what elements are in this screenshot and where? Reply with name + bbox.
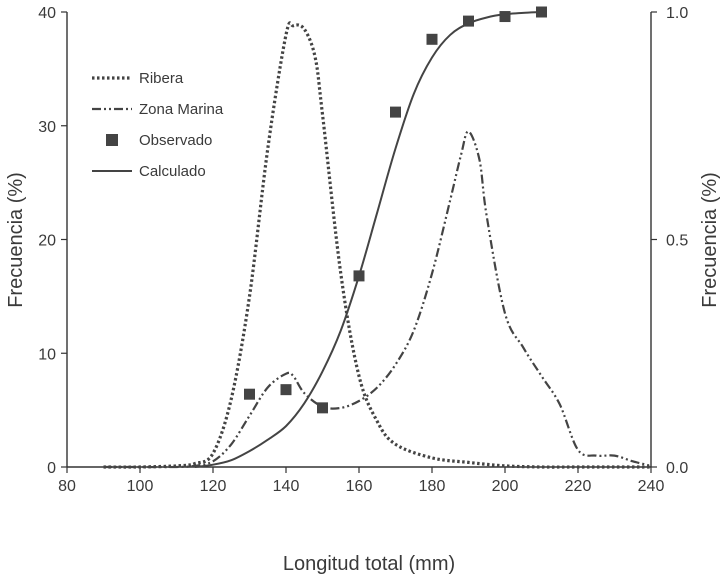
y-tick-label: 0 — [47, 460, 56, 477]
x-tick-label: 100 — [127, 478, 154, 495]
x-tick-label: 160 — [346, 478, 373, 495]
legend-swatch-observado — [106, 134, 118, 146]
x-axis-title: Longitud total (mm) — [283, 553, 455, 575]
series-observado-point — [244, 388, 255, 400]
legend-label-calculado: Calculado — [139, 163, 206, 180]
y-tick-label: 20 — [38, 233, 56, 250]
y2-tick-label: 1.0 — [666, 5, 688, 22]
series-ribera-line — [103, 21, 651, 469]
x-tick-label: 80 — [58, 478, 76, 495]
series-observado-point — [499, 11, 511, 23]
y-tick-label: 40 — [38, 5, 56, 22]
y2-tick-label: 0.5 — [666, 233, 688, 250]
legend-label-ribera: Ribera — [139, 70, 184, 87]
series-calculado-line — [194, 11, 542, 468]
x-tick-label: 180 — [419, 478, 446, 495]
series-observado-point — [317, 402, 328, 414]
series-zona-marina-line — [103, 130, 652, 469]
x-tick-label: 220 — [565, 478, 592, 495]
y2-tick-label: 0.0 — [666, 460, 688, 477]
x-tick-label: 120 — [200, 478, 227, 495]
series-observado-point — [426, 33, 438, 45]
x-tick-label: 140 — [273, 478, 300, 495]
series-observado-point — [280, 384, 292, 396]
series-observado-point — [390, 106, 401, 118]
series-group — [103, 6, 652, 469]
legend-label-observado: Observado — [139, 132, 212, 149]
series-observado-point — [463, 15, 474, 27]
legend-label-zona-marina: Zona Marina — [139, 101, 224, 118]
x-tick-label: 200 — [492, 478, 519, 495]
axes-group: 80 100 120 140 160 180 200 220 240 0 10 20 30 40 0.0 0.… — [38, 5, 688, 495]
y-tick-label: 10 — [38, 346, 56, 363]
y2-axis-title: Frecuencia (%) — [699, 172, 721, 308]
x-tick-label: 240 — [638, 478, 665, 495]
y-axis-title: Frecuencia (%) — [5, 172, 27, 308]
legend: Ribera Zona Marina Observado Calculado — [92, 70, 224, 180]
y-tick-label: 30 — [38, 119, 56, 136]
